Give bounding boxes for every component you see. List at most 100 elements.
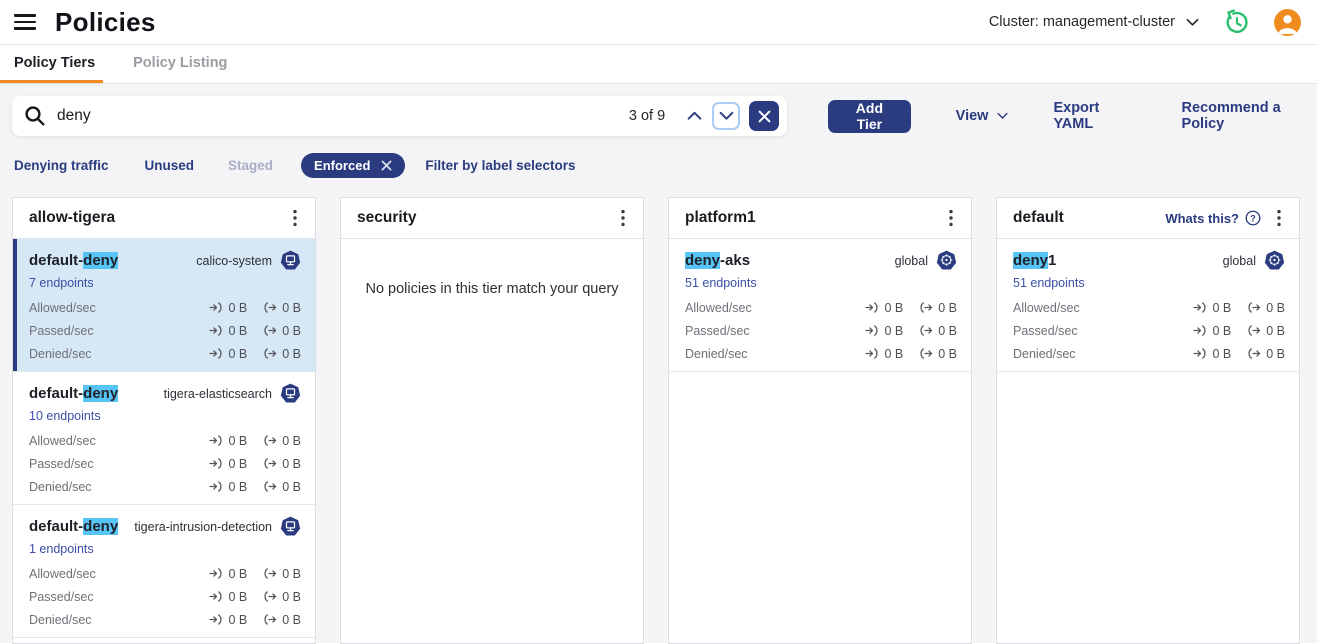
- empty-tier-message: No policies in this tier match your quer…: [365, 281, 619, 297]
- policy-name[interactable]: default-deny: [29, 251, 119, 269]
- search-match-count: 3 of 9: [628, 108, 666, 124]
- outbound-icon: [263, 302, 277, 313]
- policy-name[interactable]: deny-aks: [685, 251, 751, 269]
- endpoints-link[interactable]: 51 endpoints: [685, 276, 757, 290]
- inbound-value: 0 B: [1212, 323, 1232, 338]
- tab-bar: Policy Tiers Policy Listing: [0, 44, 1317, 84]
- search-prev-button[interactable]: [680, 102, 708, 130]
- inbound-value: 0 B: [228, 612, 248, 627]
- user-avatar[interactable]: [1274, 8, 1301, 36]
- policy-name[interactable]: default-deny: [29, 384, 119, 402]
- policy-name[interactable]: deny1: [1013, 251, 1057, 269]
- metric-label: Denied/sec: [1013, 346, 1076, 361]
- filter-denying-traffic[interactable]: Denying traffic: [14, 158, 109, 173]
- inbound-value: 0 B: [884, 300, 904, 315]
- policy-card[interactable]: deny-aks global 51 endpoints Allowed/sec…: [669, 239, 971, 372]
- filter-chip-enforced[interactable]: Enforced: [301, 153, 406, 178]
- policy-card[interactable]: default-deny tigera-intrusion-detection …: [13, 505, 315, 638]
- outbound-icon: [263, 614, 277, 625]
- outbound-value: 0 B: [1266, 346, 1285, 361]
- search-icon: [25, 106, 45, 126]
- inbound-icon: [865, 325, 879, 336]
- endpoints-link[interactable]: 1 endpoints: [29, 542, 94, 556]
- cluster-selector[interactable]: Cluster: management-cluster: [989, 14, 1199, 30]
- inbound-value: 0 B: [228, 346, 248, 361]
- search-input[interactable]: [55, 106, 629, 126]
- outbound-icon: [1247, 302, 1261, 313]
- outbound-icon: [1247, 325, 1261, 336]
- endpoints-link[interactable]: 51 endpoints: [1013, 276, 1085, 290]
- outbound-value: 0 B: [282, 589, 301, 604]
- tier-title: security: [357, 209, 417, 226]
- filter-unused[interactable]: Unused: [144, 158, 195, 173]
- recommend-policy-button[interactable]: Recommend a Policy: [1181, 100, 1281, 132]
- endpoints-link[interactable]: 10 endpoints: [29, 409, 101, 423]
- chip-close-icon[interactable]: [381, 160, 392, 171]
- inbound-icon: [209, 458, 223, 469]
- toolbar: 3 of 9 Add Tier View Export YAML Recomme…: [12, 96, 1317, 136]
- chevron-up-icon: [687, 111, 702, 121]
- metric-label: Denied/sec: [29, 479, 92, 494]
- filter-by-label-selectors[interactable]: Filter by label selectors: [425, 158, 576, 173]
- add-tier-button[interactable]: Add Tier: [828, 99, 911, 133]
- outbound-icon: [919, 348, 933, 359]
- outbound-icon: [263, 568, 277, 579]
- search-close-button[interactable]: [749, 101, 780, 131]
- global-icon: [1264, 250, 1285, 271]
- search-match-highlight: deny: [685, 251, 721, 269]
- inbound-value: 0 B: [884, 323, 904, 338]
- history-button[interactable]: [1223, 8, 1250, 36]
- inbound-value: 0 B: [228, 456, 248, 471]
- inbound-value: 0 B: [1212, 300, 1232, 315]
- policy-card[interactable]: deny1 global 51 endpoints Allowed/sec 0 …: [997, 239, 1299, 372]
- export-yaml-button[interactable]: Export YAML: [1053, 100, 1100, 132]
- search-match-highlight: deny: [1013, 251, 1049, 269]
- outbound-value: 0 B: [1266, 323, 1285, 338]
- inbound-icon: [209, 348, 223, 359]
- close-icon: [758, 110, 771, 123]
- whats-this-link[interactable]: Whats this?: [1165, 210, 1261, 226]
- outbound-value: 0 B: [282, 612, 301, 627]
- tier-title: platform1: [685, 209, 756, 226]
- inbound-value: 0 B: [1212, 346, 1232, 361]
- outbound-value: 0 B: [1266, 300, 1285, 315]
- outbound-icon: [263, 325, 277, 336]
- kebab-menu-icon[interactable]: [941, 207, 961, 229]
- metric-label: Allowed/sec: [29, 300, 96, 315]
- outbound-value: 0 B: [282, 300, 301, 315]
- policy-name[interactable]: default-deny: [29, 517, 119, 535]
- inbound-icon: [209, 614, 223, 625]
- policy-card[interactable]: default-deny tigera-elasticsearch 10 end…: [13, 372, 315, 505]
- outbound-value: 0 B: [282, 456, 301, 471]
- metric-label: Passed/sec: [29, 456, 94, 471]
- tier-column-allow-tigera: allow-tigera default-deny calico-system …: [12, 197, 316, 644]
- outbound-value: 0 B: [938, 323, 957, 338]
- policy-card[interactable]: default-deny calico-system 7 endpoints A…: [13, 239, 315, 372]
- tab-policy-listing[interactable]: Policy Listing: [133, 54, 228, 71]
- scope-label: global: [1222, 253, 1256, 268]
- metric-label: Passed/sec: [1013, 323, 1078, 338]
- hamburger-menu-icon[interactable]: [14, 14, 36, 30]
- search-box: 3 of 9: [12, 96, 788, 136]
- inbound-icon: [1193, 348, 1207, 359]
- chevron-down-icon: [1186, 18, 1199, 27]
- filter-bar: Denying traffic Unused Staged Enforced F…: [14, 153, 1317, 178]
- outbound-icon: [263, 591, 277, 602]
- view-dropdown[interactable]: View: [956, 108, 1009, 124]
- avatar-person-icon: [1278, 14, 1297, 34]
- endpoints-link[interactable]: 7 endpoints: [29, 276, 94, 290]
- tier-column-platform1: platform1 deny-aks global 51 endpoints A…: [668, 197, 972, 644]
- metric-label: Denied/sec: [685, 346, 748, 361]
- kebab-menu-icon[interactable]: [1269, 207, 1289, 229]
- search-next-button[interactable]: [712, 102, 741, 130]
- kebab-menu-icon[interactable]: [285, 207, 305, 229]
- kebab-menu-icon[interactable]: [613, 207, 633, 229]
- metric-label: Allowed/sec: [1013, 300, 1080, 315]
- metric-label: Allowed/sec: [29, 566, 96, 581]
- outbound-icon: [263, 435, 277, 446]
- scope-label: global: [894, 253, 928, 268]
- cluster-selector-label: Cluster: management-cluster: [988, 14, 1175, 30]
- inbound-value: 0 B: [228, 589, 248, 604]
- filter-staged[interactable]: Staged: [228, 158, 274, 173]
- tab-policy-tiers[interactable]: Policy Tiers: [0, 45, 104, 83]
